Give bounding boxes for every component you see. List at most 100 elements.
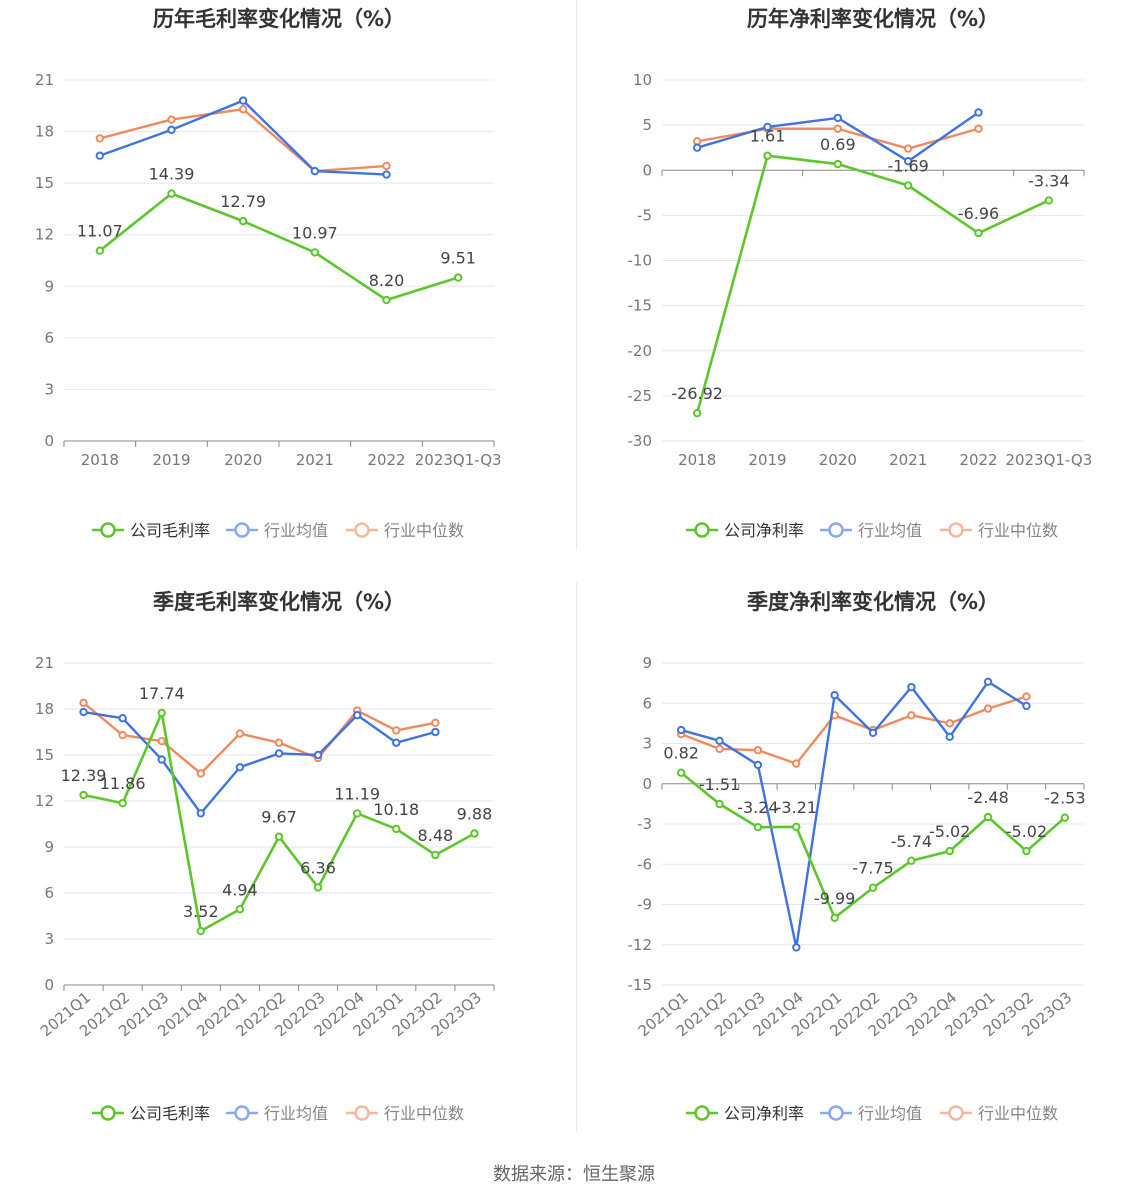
company-data-label: -26.92 — [671, 384, 723, 403]
company-data-label: 9.67 — [261, 808, 297, 827]
x-tick-label: 2022 — [367, 451, 405, 469]
avg-series-line — [680, 680, 1028, 949]
legend-marker — [694, 522, 710, 538]
avg-data-point — [352, 710, 362, 720]
avg-data-point — [274, 749, 284, 758]
avg-legend-item: 行业均值 — [226, 521, 328, 540]
x-tick-label: 2019 — [748, 451, 786, 469]
company-data-label: -6.96 — [958, 204, 999, 223]
legend-marker — [100, 522, 116, 538]
avg-data-point — [830, 691, 839, 700]
y-tick-label: 18 — [35, 700, 54, 718]
y-tick-label: -3 — [637, 815, 652, 833]
avg-series-line — [83, 710, 436, 815]
avg-data-point — [833, 113, 843, 123]
legend-marker — [828, 1105, 844, 1121]
y-tick-label: -15 — [628, 297, 653, 315]
median-data-point — [157, 737, 166, 746]
avg-data-point — [945, 732, 954, 741]
y-tick-label: -6 — [637, 855, 652, 873]
company-data-point — [1060, 813, 1070, 822]
company-data-label: -5.02 — [929, 822, 970, 841]
chart-title: 季度净利率变化情况（%） — [747, 590, 999, 614]
legend-label: 公司净利率 — [724, 1104, 804, 1123]
y-tick-label: -10 — [628, 252, 653, 270]
company-data-label: 9.51 — [440, 249, 476, 268]
avg-data-point — [392, 738, 401, 747]
y-tick-label: 18 — [35, 123, 54, 141]
company-data-point — [431, 850, 440, 860]
median-data-point — [431, 718, 440, 727]
y-tick-label: 10 — [633, 71, 652, 89]
y-tick-label: -5 — [637, 206, 652, 224]
company-data-label: 4.94 — [222, 880, 258, 899]
median-legend-item: 行业中位数 — [940, 1104, 1058, 1123]
y-tick-label: 9 — [44, 277, 54, 295]
x-tick-label: 2022 — [959, 451, 997, 469]
avg-data-point — [868, 728, 878, 737]
median-data-point — [974, 124, 983, 133]
y-tick-label: 12 — [35, 792, 54, 810]
company-legend-item: 公司净利率 — [686, 521, 804, 540]
avg-data-point — [431, 727, 440, 737]
avg-data-point — [79, 707, 88, 717]
company-data-point — [903, 181, 913, 190]
company-data-point — [196, 926, 206, 936]
avg-legend-item: 行业均值 — [820, 521, 922, 540]
legend-marker — [694, 1105, 710, 1121]
company-series-line — [99, 192, 459, 302]
quarterly-net-margin-chart: 季度净利率变化情况（%）-15-12-9-6-303692021Q12021Q2… — [628, 590, 1086, 1123]
median-data-point — [118, 730, 127, 740]
company-series-line — [695, 154, 1050, 414]
avg-data-point — [763, 122, 772, 132]
x-tick-label: 2021 — [889, 451, 927, 469]
company-data-point — [715, 799, 724, 809]
company-data-label: -1.51 — [699, 775, 740, 794]
company-data-label: 17.74 — [139, 684, 185, 703]
legend-label: 行业中位数 — [978, 521, 1058, 540]
company-data-point — [753, 823, 763, 832]
median-data-point — [274, 738, 284, 747]
avg-data-point — [676, 725, 686, 735]
company-data-label: 8.48 — [418, 826, 454, 845]
y-tick-label: 3 — [44, 380, 54, 398]
legend-label: 行业均值 — [264, 1104, 328, 1123]
median-data-point — [792, 759, 801, 768]
company-data-label: 14.39 — [149, 165, 195, 184]
y-tick-label: 0 — [44, 432, 54, 450]
vertical-divider-bottom — [576, 582, 577, 1132]
company-data-label: -5.02 — [1006, 822, 1047, 841]
avg-data-point — [753, 760, 763, 770]
median-data-point — [715, 744, 724, 754]
median-data-point — [392, 726, 401, 735]
company-data-label: 11.07 — [77, 222, 123, 241]
x-tick-label: 2018 — [678, 451, 716, 469]
legend-label: 行业均值 — [858, 1104, 922, 1123]
median-series-line — [680, 695, 1027, 765]
y-tick-label: 5 — [642, 116, 652, 134]
annual-net-margin-chart: 历年净利率变化情况（%） -30 -25 -20 -15 -10 -5 0 5 10 2018 201… — [628, 7, 1093, 540]
avg-data-point — [692, 143, 702, 152]
y-tick-label: 0 — [44, 976, 54, 994]
company-data-label: 10.97 — [292, 223, 338, 242]
company-legend-item: 公司毛利率 — [92, 1104, 210, 1123]
company-data-label: -7.75 — [852, 859, 893, 878]
company-data-point — [470, 829, 479, 838]
legend-label: 公司毛利率 — [130, 521, 210, 540]
avg-data-point — [907, 682, 916, 692]
y-tick-label: 6 — [44, 884, 54, 902]
chart-title: 历年毛利率变化情况（%） — [153, 7, 405, 31]
avg-data-point — [382, 170, 391, 179]
y-tick-label: 0 — [642, 775, 652, 793]
y-tick-label: 3 — [44, 930, 54, 948]
y-tick-label: 6 — [642, 694, 652, 712]
x-tick-label: 2019 — [152, 451, 190, 469]
company-data-point — [235, 905, 245, 914]
company-data-point — [274, 832, 284, 841]
avg-data-point — [983, 677, 993, 686]
chart-title: 季度毛利率变化情况（%） — [153, 590, 405, 614]
median-data-point — [238, 105, 248, 114]
median-data-point — [753, 746, 763, 755]
company-data-label: -3.24 — [737, 798, 778, 817]
legend-marker — [354, 522, 370, 538]
